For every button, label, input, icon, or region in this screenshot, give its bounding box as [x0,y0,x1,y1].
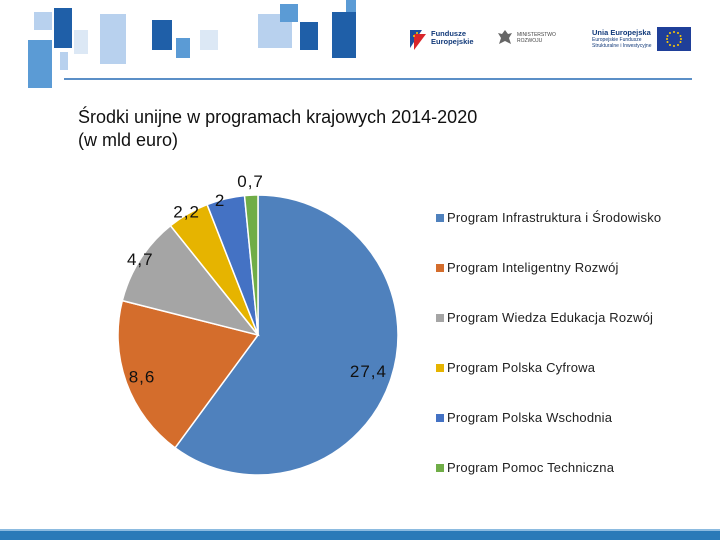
decor-square [54,8,72,48]
eu-flag-icon [657,27,692,51]
pie-data-label: 2,2 [173,202,200,221]
decor-square [34,12,52,30]
chart-title-line2: (w mld euro) [78,130,179,150]
chart-title: Środki unijne w programach krajowych 201… [78,106,598,152]
legend-swatch [436,363,444,372]
pie-data-label: 2 [215,191,225,210]
legend-label: Program Wiedza Edukacja Rozwój [447,310,654,325]
chart-title-line1: Środki unijne w programach krajowych 201… [78,107,478,127]
legend-label: Program Infrastruktura i Środowisko [447,210,662,225]
footer-bar [0,531,720,540]
header-divider [64,78,692,80]
legend-label: Program Polska Cyfrowa [447,360,596,375]
eu-logo-line1: Unia Europejska [592,28,651,37]
eu-logo-line3: Strukturalne i Inwestycyjne [592,43,652,49]
decor-square [300,22,318,50]
decor-square [74,30,88,54]
pie-data-label: 27,4 [350,362,387,381]
legend-item: Program Infrastruktura i Środowisko [436,210,661,225]
pie-data-label: 8,6 [129,368,156,387]
footer-accent-line [0,529,720,531]
legend-swatch [436,263,444,272]
decor-square [200,30,218,50]
legend-item: Program Inteligentny Rozwój [436,260,619,275]
pie-slice [117,299,260,449]
legend-item: Program Wiedza Edukacja Rozwój [436,310,653,325]
decor-square [100,14,126,64]
decor-square [280,4,298,22]
pie-slice [121,224,260,337]
pie-data-label: 0,7 [237,172,264,191]
legend-swatch [436,313,444,322]
legend-label: Program Polska Wschodnia [447,410,613,425]
eu-logo-line2: Europejskie Fundusze [592,37,642,43]
ministry-logo: MINISTERSTWO ROZWOJU [496,28,556,48]
decor-square [176,38,190,58]
decor-square [332,12,356,58]
funds-logo: Fundusze Europejskie [408,26,474,50]
funds-logo-line2: Europejskie [431,37,474,46]
decor-square [28,40,52,88]
ministry-logo-line2: ROZWOJU [517,38,543,44]
funds-logo-line1: Fundusze [431,29,466,38]
pie-slice [243,194,259,336]
funds-emblem-icon [410,30,426,50]
legend-item: Program Polska Wschodnia [436,410,612,425]
eu-logo: Unia Europejska Europejskie Fundusze Str… [592,27,692,51]
pie-data-label: 4,7 [127,250,154,269]
eagle-emblem-icon [498,30,512,44]
ministry-logo-line1: MINISTERSTWO [517,32,556,38]
legend-item: Program Polska Cyfrowa [436,360,595,375]
legend-item: Program Pomoc Techniczna [436,460,614,475]
legend-label: Program Pomoc Techniczna [447,460,615,475]
decor-square [152,20,172,50]
decor-square [346,0,356,12]
pie-slice [174,194,399,476]
legend-swatch [436,463,444,472]
legend-label: Program Inteligentny Rozwój [447,260,619,275]
legend-swatch [436,413,444,422]
decor-square [60,52,68,70]
legend-swatch [436,213,444,222]
